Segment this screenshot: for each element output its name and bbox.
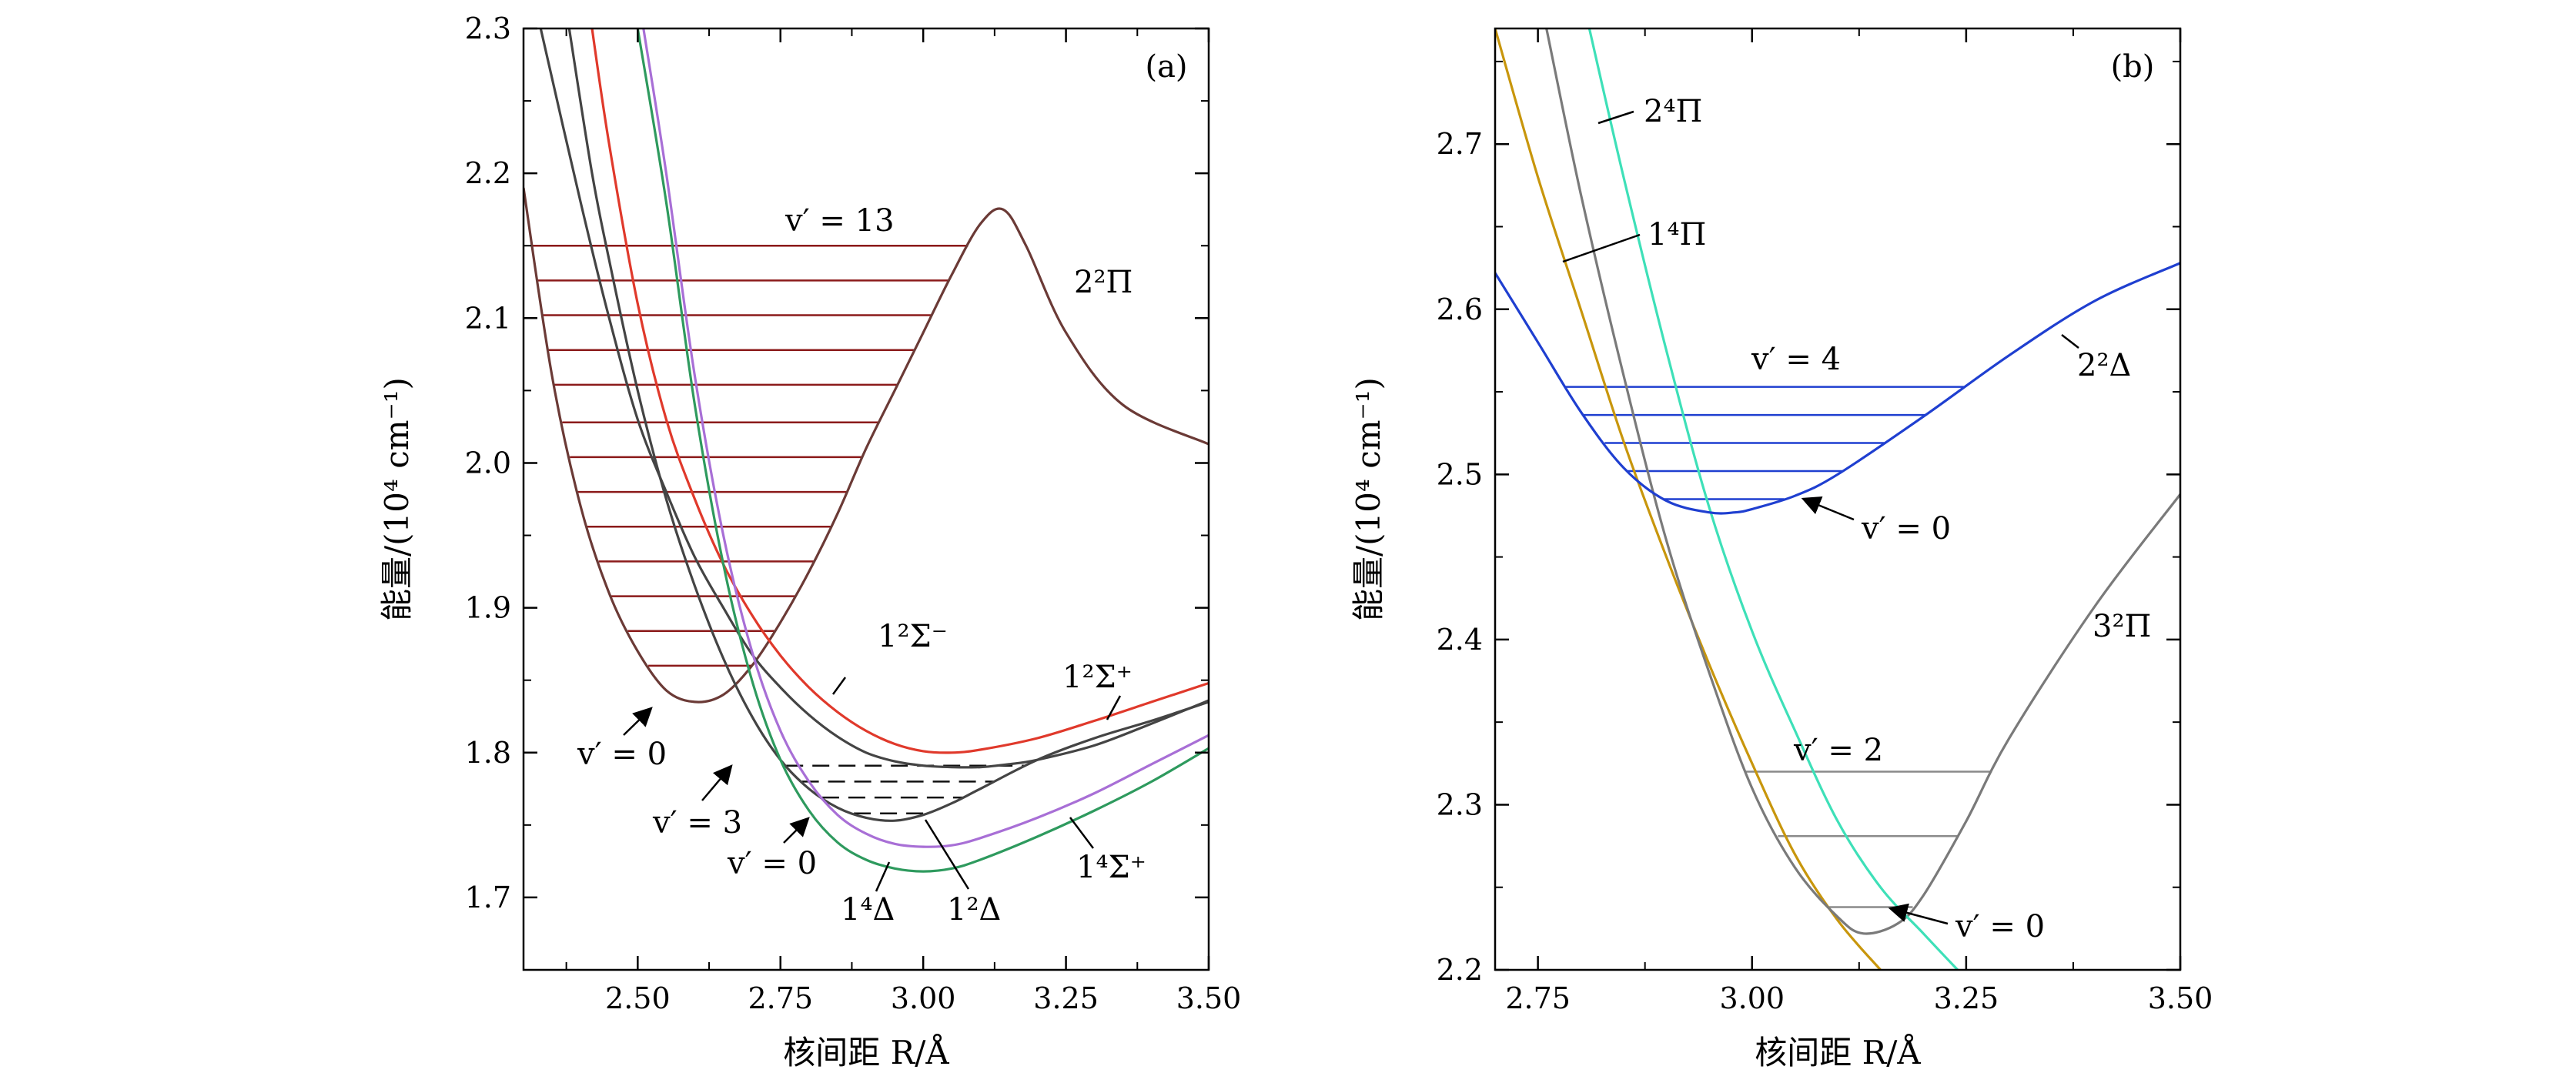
panel-a-annotations: (a) v′ = 13 2²Π 1²Σ⁻ 1²Σ⁺ v′ = 0 v′ = 3 … (577, 49, 1188, 928)
y-tick-label: 2.0 (465, 446, 511, 480)
x-tick-label: 2.75 (748, 981, 813, 1015)
leader-a-2Delta (924, 819, 970, 890)
plot-frame-a (522, 27, 1210, 971)
x-tick-label: 3.50 (2148, 981, 2213, 1015)
y-axis-label: 能量/(10⁴ cm⁻¹) (378, 377, 416, 621)
x-tick-label: 3.50 (1176, 981, 1242, 1015)
y-tick-label: 2.3 (1437, 787, 1483, 821)
annotation-b-v0-2Delta: v′ = 0 (1861, 511, 1951, 547)
x-tick-label: 3.25 (1934, 981, 1999, 1015)
annotation-a-v3: v′ = 3 (652, 805, 742, 841)
x-tick-label: 2.50 (605, 981, 671, 1015)
annotation-b-24Pi: 2⁴Π (1644, 94, 1702, 129)
annotation-a-1Sigma-minus: 1²Σ⁻ (878, 619, 948, 654)
arrow-b-v0-3Pi (1888, 903, 1949, 925)
curve-a-1 (590, 28, 1209, 754)
x-axis-label: 核间距 R/Å (1755, 1033, 1921, 1071)
curve-b-1 (1545, 28, 2180, 935)
annotation-a-2Pi: 2²Π (1074, 265, 1132, 300)
annotation-b-14Pi: 1⁴Π (1648, 217, 1706, 252)
y-tick-label: 2.2 (465, 156, 511, 190)
annotation-a-1Sigma-plus: 1²Σ⁺ (1062, 660, 1132, 695)
arrow-a-v0-1Delta (783, 817, 810, 844)
curve-a-3 (567, 28, 1209, 822)
y-tick-label: 2.3 (465, 12, 511, 45)
leader-b-22Delta (2061, 334, 2079, 349)
x-tick-label: 3.00 (1719, 981, 1785, 1015)
curve-a-5 (636, 28, 1209, 873)
panel-b-curves (1495, 28, 2180, 970)
curve-a-4 (642, 28, 1209, 848)
curve-a-0 (524, 187, 1209, 704)
y-tick-label: 2.7 (1437, 127, 1483, 161)
panel-b-vibrational-levels (1565, 386, 1992, 908)
panel-b-annotations: (b) 2⁴Π 1⁴Π v′ = 4 2²Δ v′ = 0 3²Π v′ = 2… (1562, 49, 2155, 944)
annotation-a-4Delta: 1⁴Δ (841, 892, 895, 928)
leader-b-14Pi (1562, 233, 1641, 263)
y-tick-label: 2.6 (1437, 292, 1483, 326)
y-tick-label: 2.1 (465, 301, 511, 335)
plot-frame-b (1494, 27, 2182, 971)
annotation-b-32Pi: 3²Π (2093, 609, 2151, 644)
y-axis-label: 能量/(10⁴ cm⁻¹) (1350, 377, 1387, 621)
x-axis-label: 核间距 R/Å (783, 1033, 949, 1071)
y-tick-label: 2.4 (1437, 623, 1483, 657)
leader-a-4Sigma-plus (1069, 817, 1094, 849)
annotation-b-v0-3Pi: v′ = 0 (1955, 909, 2045, 944)
annotation-b-v4: v′ = 4 (1751, 342, 1841, 377)
arrow-a-v0-2Pi (623, 707, 653, 736)
panel-a: 2.50 2.75 3.00 3.25 3.50 1.7 1.8 1.9 2.0 2.1 2.2 2.… (378, 12, 1241, 1071)
curve-a-2 (539, 28, 1209, 769)
panel-b-axes: 2.75 3.00 3.25 3.50 2.2 2.3 2.4 2.5 2.6 2.7 核间距 R/… (1350, 27, 2213, 1071)
arrow-b-v0-2Delta (1801, 496, 1855, 521)
curve-b-2 (1587, 28, 1959, 970)
leader-a-1Sigma-plus (1106, 695, 1122, 720)
panel-a-curves (524, 28, 1209, 873)
panel-b-label: (b) (2111, 49, 2155, 85)
panel-a-axes: 2.50 2.75 3.00 3.25 3.50 1.7 1.8 1.9 2.0 2.1 2.2 2.… (378, 12, 1241, 1071)
curve-b-3 (1495, 262, 2180, 515)
leader-a-1Sigma-minus (831, 677, 847, 695)
annotation-b-v2: v′ = 2 (1793, 733, 1883, 768)
annotation-a-v13: v′ = 13 (785, 203, 895, 239)
annotation-a-2Delta: 1²Δ (947, 892, 1001, 928)
panel-a-label: (a) (1145, 49, 1187, 85)
x-tick-label: 2.75 (1505, 981, 1571, 1015)
y-tick-label: 1.9 (465, 591, 511, 625)
x-tick-label: 3.00 (891, 981, 956, 1015)
leader-b-24Pi (1597, 110, 1634, 125)
x-tick-label: 3.25 (1033, 981, 1099, 1015)
annotation-b-22Delta: 2²Δ (2077, 348, 2131, 383)
leader-a-4Delta (875, 861, 891, 892)
y-tick-label: 2.5 (1437, 457, 1483, 491)
y-tick-label: 1.8 (465, 736, 511, 770)
y-tick-label: 1.7 (465, 881, 511, 914)
arrow-a-v3 (701, 764, 733, 801)
curve-b-0 (1495, 28, 1882, 970)
annotation-a-v0-1Delta: v′ = 0 (727, 846, 817, 881)
annotation-a-v0-2Pi: v′ = 0 (577, 737, 667, 772)
panel-b: 2.75 3.00 3.25 3.50 2.2 2.3 2.4 2.5 2.6 2.7 核间距 R/… (1350, 27, 2213, 1071)
annotation-a-4Sigma-plus: 1⁴Σ⁺ (1076, 850, 1146, 885)
y-tick-label: 2.2 (1437, 953, 1483, 987)
